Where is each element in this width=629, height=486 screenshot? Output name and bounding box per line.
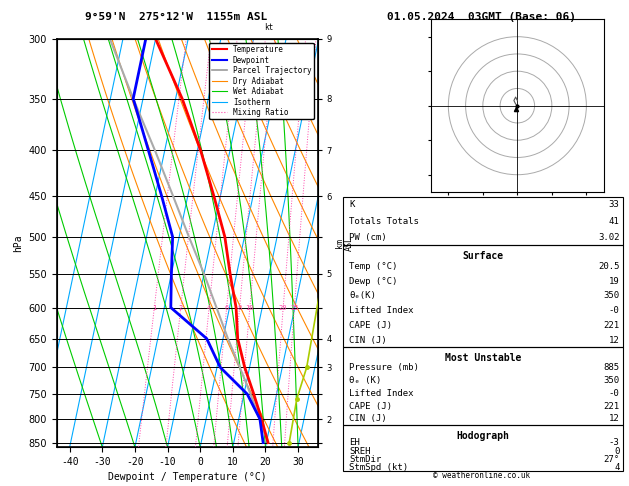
Text: Pressure (mb): Pressure (mb) <box>349 363 419 372</box>
Text: 0: 0 <box>614 447 620 455</box>
Text: -0: -0 <box>609 389 620 398</box>
Text: Temp (°C): Temp (°C) <box>349 262 398 271</box>
Legend: Temperature, Dewpoint, Parcel Trajectory, Dry Adiabat, Wet Adiabat, Isotherm, Mi: Temperature, Dewpoint, Parcel Trajectory… <box>209 43 314 120</box>
Text: 27°: 27° <box>603 455 620 464</box>
Text: 350: 350 <box>603 292 620 300</box>
Text: Lifted Index: Lifted Index <box>349 389 414 398</box>
Text: 01.05.2024  03GMT (Base: 06): 01.05.2024 03GMT (Base: 06) <box>387 12 576 22</box>
Y-axis label: km
ASL: km ASL <box>335 236 354 250</box>
Text: 6: 6 <box>225 305 229 311</box>
Text: Surface: Surface <box>462 251 503 261</box>
Text: EH: EH <box>349 438 360 448</box>
Text: 25: 25 <box>290 305 299 311</box>
Text: 19: 19 <box>609 277 620 286</box>
Text: 8: 8 <box>238 305 242 311</box>
Text: 4: 4 <box>207 305 211 311</box>
Text: 3.02: 3.02 <box>598 233 620 242</box>
Text: 33: 33 <box>609 200 620 209</box>
Text: 41: 41 <box>609 217 620 226</box>
Text: CAPE (J): CAPE (J) <box>349 401 392 411</box>
Text: 9°59'N  275°12'W  1155m ASL: 9°59'N 275°12'W 1155m ASL <box>85 12 267 22</box>
Text: StmSpd (kt): StmSpd (kt) <box>349 463 408 472</box>
Text: 885: 885 <box>603 363 620 372</box>
Text: 4: 4 <box>614 463 620 472</box>
Text: 221: 221 <box>603 321 620 330</box>
Text: 12: 12 <box>609 415 620 423</box>
Text: CIN (J): CIN (J) <box>349 336 387 345</box>
Text: Most Unstable: Most Unstable <box>445 353 521 364</box>
Text: 12: 12 <box>609 336 620 345</box>
Text: kt: kt <box>264 23 273 32</box>
Text: PW (cm): PW (cm) <box>349 233 387 242</box>
Text: -3: -3 <box>609 438 620 448</box>
Text: 20: 20 <box>279 305 287 311</box>
Text: Totals Totals: Totals Totals <box>349 217 419 226</box>
Text: 20.5: 20.5 <box>598 262 620 271</box>
Text: 10: 10 <box>245 305 254 311</box>
Text: © weatheronline.co.uk: © weatheronline.co.uk <box>433 471 530 480</box>
X-axis label: Dewpoint / Temperature (°C): Dewpoint / Temperature (°C) <box>108 472 267 483</box>
Text: Dewp (°C): Dewp (°C) <box>349 277 398 286</box>
Text: 221: 221 <box>603 401 620 411</box>
Text: θₑ(K): θₑ(K) <box>349 292 376 300</box>
Y-axis label: hPa: hPa <box>13 234 23 252</box>
Text: SREH: SREH <box>349 447 370 455</box>
Text: 350: 350 <box>603 376 620 385</box>
Text: K: K <box>349 200 355 209</box>
Text: θₑ (K): θₑ (K) <box>349 376 381 385</box>
Text: -0: -0 <box>609 306 620 315</box>
Text: CAPE (J): CAPE (J) <box>349 321 392 330</box>
Text: 2: 2 <box>179 305 183 311</box>
Text: Lifted Index: Lifted Index <box>349 306 414 315</box>
Text: 1: 1 <box>152 305 157 311</box>
Text: Hodograph: Hodograph <box>456 431 509 441</box>
Text: StmDir: StmDir <box>349 455 381 464</box>
Text: CIN (J): CIN (J) <box>349 415 387 423</box>
